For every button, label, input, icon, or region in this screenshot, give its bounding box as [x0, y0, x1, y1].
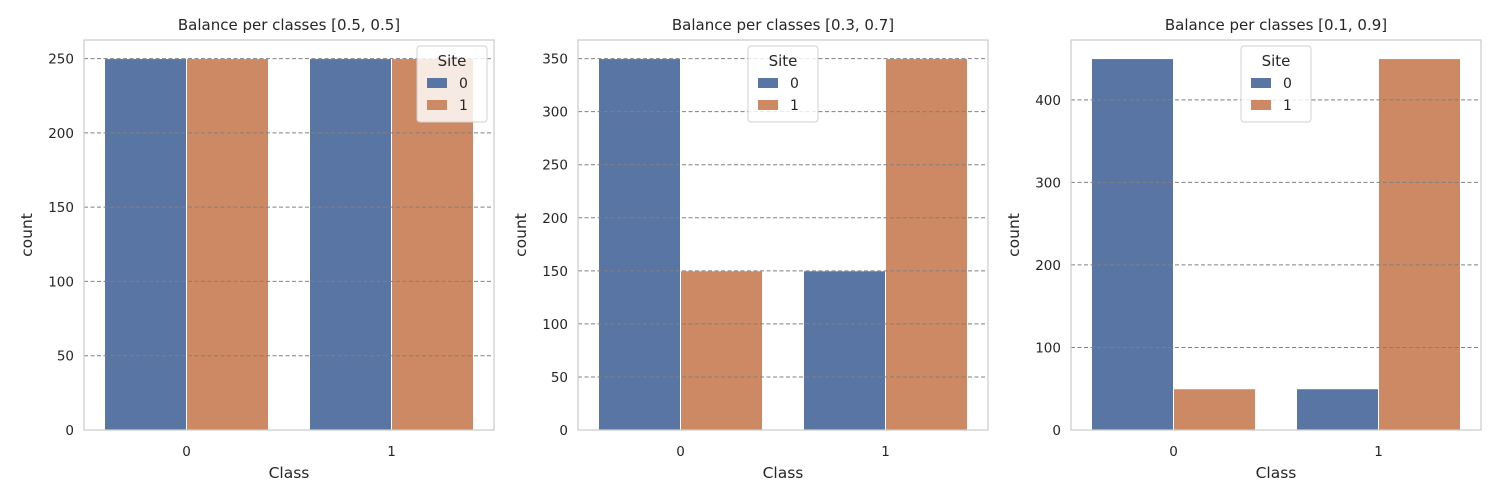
- x-tick-label: 1: [881, 444, 890, 460]
- bar-site1-class0: [186, 58, 269, 431]
- x-axis-label: Class: [269, 464, 310, 482]
- x-tick-label: 1: [387, 444, 396, 460]
- x-tick-label: 0: [1169, 444, 1178, 460]
- bar-site0-class1: [803, 270, 886, 431]
- y-tick-label: 150: [542, 264, 568, 280]
- x-axis-label: Class: [763, 464, 804, 482]
- legend-swatch-site0: [758, 78, 778, 88]
- y-tick-label: 100: [1035, 340, 1061, 356]
- y-axis-label: count: [18, 213, 36, 257]
- bar-site0-class1: [309, 58, 392, 431]
- y-tick-label: 200: [1035, 258, 1061, 274]
- x-tick-label: 0: [676, 444, 685, 460]
- bar-site0-class0: [104, 58, 187, 431]
- legend-label-site1: 1: [790, 98, 799, 114]
- chart-title: Balance per classes [0.1, 0.9]: [1165, 16, 1387, 34]
- legend-title: Site: [769, 52, 798, 70]
- y-tick-label: 200: [542, 211, 568, 227]
- plot-frame: [1070, 39, 1482, 431]
- legend-label-site0: 0: [459, 76, 468, 92]
- legend-swatch-site0: [427, 78, 447, 88]
- y-tick-label: 50: [551, 370, 568, 386]
- bar-site1-class0: [1173, 388, 1256, 431]
- y-tick-label: 400: [1035, 93, 1061, 109]
- legend-swatch-site1: [427, 100, 447, 110]
- legend: Site 0 1: [1240, 45, 1312, 123]
- legend-title: Site: [1262, 52, 1291, 70]
- legend-label-site1: 1: [459, 98, 468, 114]
- bar-site1-class1: [885, 58, 968, 431]
- chart-panel-2: 0 100 200 300 400 0 1 Balance per classes [0.1,…: [1005, 16, 1482, 482]
- y-tick-label: 100: [48, 274, 74, 290]
- y-tick-label: 0: [65, 423, 74, 439]
- legend-title: Site: [438, 52, 467, 70]
- plot-frame: [577, 39, 989, 431]
- chart-panel-0: 0 50 100 150 200 250 0 1 Balance per classes [0.…: [18, 16, 495, 482]
- chart-title: Balance per classes [0.5, 0.5]: [178, 16, 400, 34]
- y-tick-label: 250: [542, 158, 568, 174]
- bar-site0-class0: [1091, 58, 1174, 431]
- chart-title: Balance per classes [0.3, 0.7]: [672, 16, 894, 34]
- bar-site0-class1: [1296, 388, 1379, 431]
- legend-swatch-site0: [1251, 78, 1271, 88]
- x-tick-label: 0: [182, 444, 191, 460]
- legend-label-site1: 1: [1283, 98, 1292, 114]
- legend-swatch-site1: [758, 100, 778, 110]
- y-tick-label: 100: [542, 317, 568, 333]
- x-tick-label: 1: [1374, 444, 1383, 460]
- y-tick-label: 200: [48, 126, 74, 142]
- legend: Site 0 1: [416, 45, 488, 123]
- y-tick-label: 250: [48, 52, 74, 68]
- legend-label-site0: 0: [1283, 76, 1292, 92]
- y-tick-label: 150: [48, 200, 74, 216]
- y-tick-label: 300: [1035, 175, 1061, 191]
- y-axis-label: count: [1005, 213, 1023, 257]
- y-tick-label: 300: [542, 105, 568, 121]
- plot-frame: [83, 39, 495, 431]
- y-axis-label: count: [512, 213, 530, 257]
- y-tick-label: 0: [1052, 423, 1061, 439]
- chart-panel-1: 0 50 100 150 200 250 300 350 0 1 Balance per class…: [512, 16, 989, 482]
- legend: Site 0 1: [747, 45, 819, 123]
- bar-site1-class0: [680, 270, 763, 431]
- x-axis-label: Class: [1256, 464, 1297, 482]
- legend-label-site0: 0: [790, 76, 799, 92]
- bar-site1-class1: [1378, 58, 1461, 431]
- y-tick-label: 0: [559, 423, 568, 439]
- bar-site0-class0: [598, 58, 681, 431]
- y-tick-label: 50: [57, 349, 74, 365]
- y-tick-label: 350: [542, 52, 568, 68]
- legend-swatch-site1: [1251, 100, 1271, 110]
